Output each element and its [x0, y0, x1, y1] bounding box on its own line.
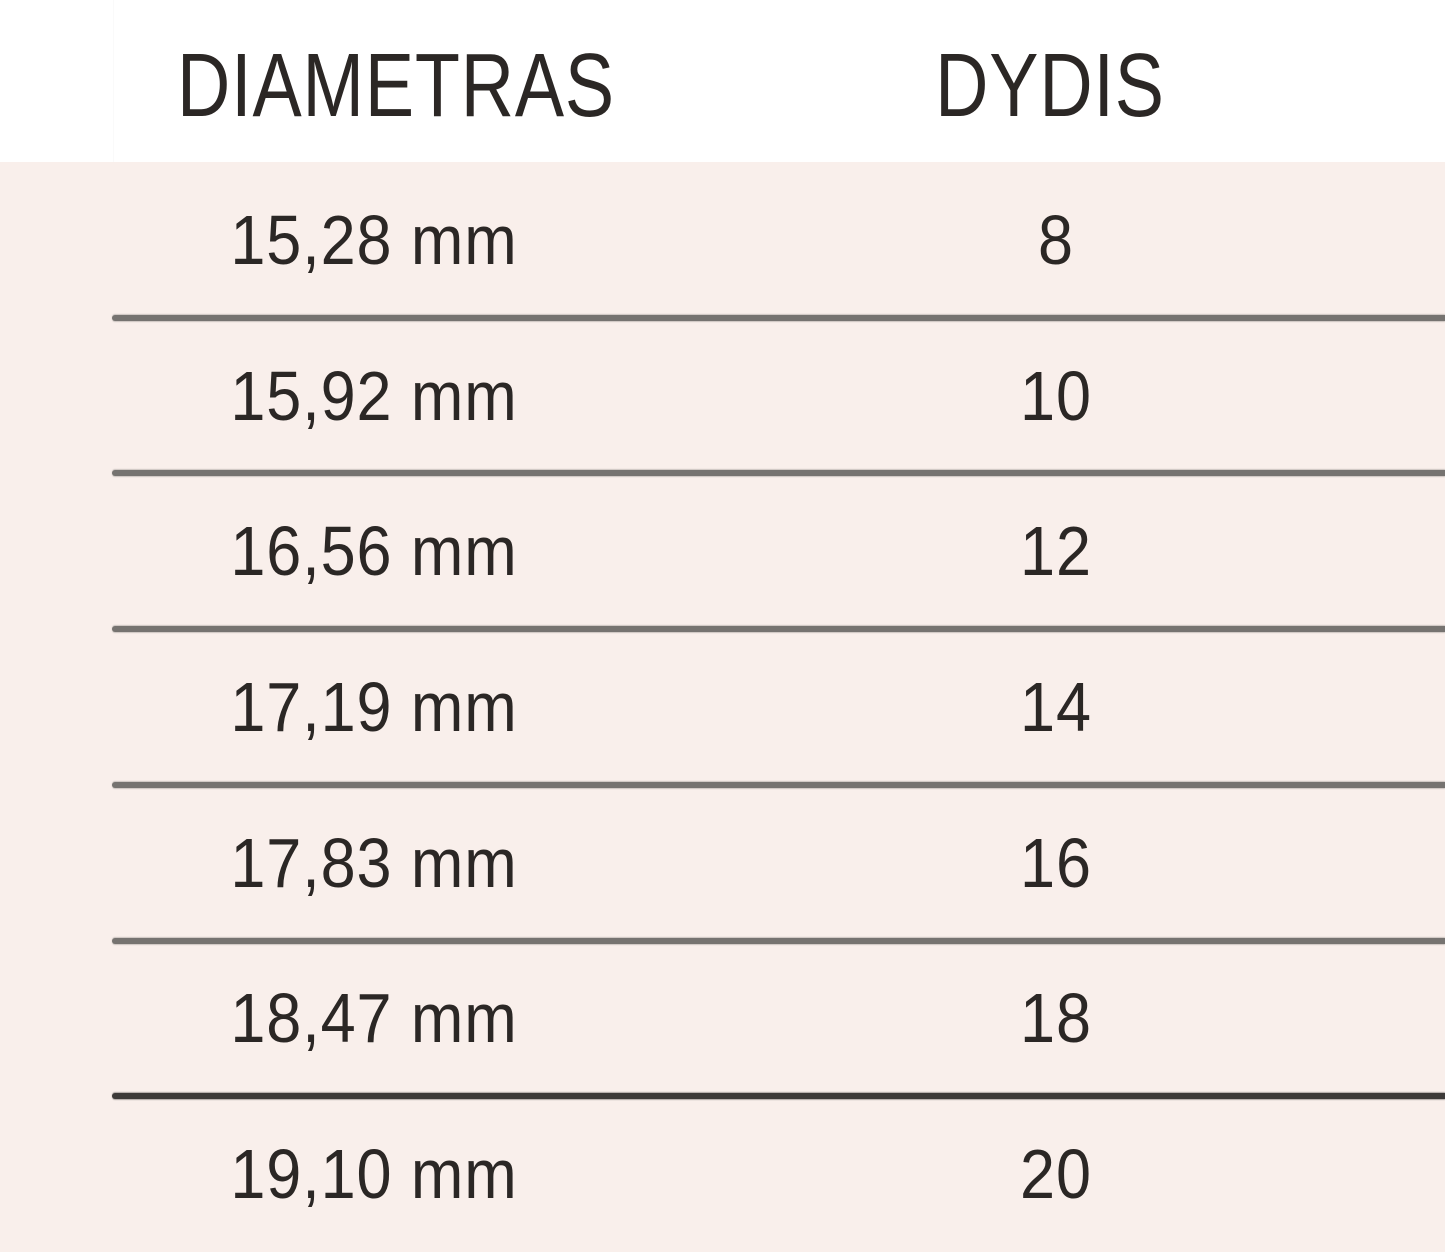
size-value: 18 [1020, 979, 1092, 1058]
size-value: 16 [1020, 823, 1092, 902]
row-divider [112, 470, 1445, 477]
diameter-value: 18,47 mm [230, 979, 518, 1058]
table-row: 15,92 mm 10 [0, 318, 1445, 477]
size-value: 14 [1020, 668, 1092, 747]
row-divider [112, 937, 1445, 944]
size-value: 12 [1020, 512, 1092, 591]
diameter-value: 17,83 mm [230, 823, 518, 902]
diameter-value: 17,19 mm [230, 668, 518, 747]
column-header-diameter: DIAMETRAS [177, 36, 615, 136]
row-divider [112, 781, 1445, 788]
table-row: 15,28 mm 8 [0, 162, 1445, 321]
table-header: DIAMETRAS DYDIS [0, 0, 1445, 162]
table-body: 15,28 mm 8 15,92 mm 10 16,56 mm 12 17,19… [0, 162, 1445, 1252]
size-value: 8 [1038, 200, 1074, 279]
diameter-value: 15,92 mm [230, 356, 518, 435]
table-row: 16,56 mm 12 [0, 473, 1445, 633]
table-row: 18,47 mm 18 [0, 941, 1445, 1100]
header-seam-divider [113, 0, 114, 162]
table-row: 17,83 mm 16 [0, 785, 1445, 944]
size-value: 20 [1020, 1135, 1092, 1214]
column-header-size: DYDIS [935, 36, 1165, 136]
row-divider [112, 314, 1445, 321]
diameter-value: 16,56 mm [230, 512, 518, 591]
diameter-value: 15,28 mm [230, 200, 518, 279]
row-divider [112, 626, 1445, 633]
row-divider [112, 1093, 1445, 1100]
size-value: 10 [1020, 356, 1092, 435]
table-row: 19,10 mm 20 [0, 1096, 1445, 1252]
table-row: 17,19 mm 14 [0, 629, 1445, 788]
diameter-value: 19,10 mm [230, 1135, 518, 1214]
